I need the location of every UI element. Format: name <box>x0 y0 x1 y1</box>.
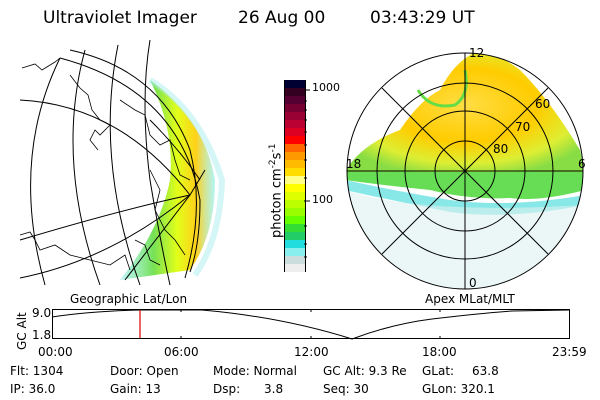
mode-value: Mode: Normal <box>213 364 297 378</box>
time-tick-1200: 12:00 <box>294 345 329 359</box>
image-date: 26 Aug 00 <box>238 8 326 28</box>
colorbar-swatch <box>285 96 305 104</box>
coastlines <box>19 57 191 271</box>
colorbar-tick-100: 100 <box>312 193 333 206</box>
colorbar-swatch <box>285 184 305 192</box>
glat-value: 63.8 <box>472 364 499 378</box>
geographic-map <box>19 40 226 286</box>
colorbar-swatch <box>285 128 305 136</box>
seq-value: Seq: 30 <box>323 382 369 396</box>
graticule <box>19 40 206 286</box>
colorbar-swatch <box>285 176 305 184</box>
colorbar-swatch <box>285 88 305 96</box>
geo-caption: Geographic Lat/Lon <box>70 292 188 306</box>
colorbar-swatch <box>285 152 305 160</box>
colorbar-swatch <box>285 208 305 216</box>
altitude-ylabel: GC Alt <box>15 312 29 350</box>
colorbar-swatch <box>285 168 305 176</box>
mlat-label-80: 80 <box>493 142 509 156</box>
colorbar-swatch <box>285 232 305 240</box>
glon-value: GLon: 320.1 <box>422 382 495 396</box>
unit-sup-cm: -2 <box>268 159 278 169</box>
dsp-value: 3.8 <box>264 382 284 396</box>
dsp-label: Dsp: <box>213 382 241 396</box>
colorbar-swatch <box>285 144 305 152</box>
colorbar-swatch <box>285 224 305 232</box>
unit-s: s <box>269 152 285 160</box>
colorbar-swatch <box>285 264 305 272</box>
unit-text: photon cm <box>269 168 285 238</box>
polar-plot <box>346 52 584 290</box>
time-tick-0600: 06:00 <box>164 345 199 359</box>
colorbar-swatch <box>285 216 305 224</box>
polar-grid <box>346 52 584 290</box>
colorbar-swatch <box>285 240 305 248</box>
colorbar <box>284 80 306 272</box>
ip-value: IP: 36.0 <box>10 382 56 396</box>
mlt-label-0: 0 <box>469 276 477 290</box>
app-title: Ultraviolet Imager <box>43 8 197 28</box>
mlt-label-6: 6 <box>578 157 586 171</box>
colorbar-tick-1000: 1000 <box>312 81 340 94</box>
time-tick-2359: 23:59 <box>552 345 587 359</box>
altitude-timeline <box>52 309 570 340</box>
colorbar-swatch <box>285 136 305 144</box>
altitude-curve <box>52 309 570 340</box>
mlt-label-18: 18 <box>346 157 362 171</box>
polar-caption: Apex MLat/MLT <box>425 292 515 306</box>
colorbar-axis <box>304 89 310 258</box>
glat-label: GLat: <box>422 364 455 378</box>
colorbar-swatch <box>285 200 305 208</box>
gain-value: Gain: 13 <box>110 382 161 396</box>
colorbar-swatch <box>285 248 305 256</box>
door-status: Door: Open <box>110 364 179 378</box>
altitude-ytick-top: 9.0 <box>32 306 52 320</box>
mlat-label-60: 60 <box>535 97 551 111</box>
colorbar-unit-label: photon cm-2s-1 <box>268 144 284 238</box>
colorbar-swatch <box>285 160 305 168</box>
time-tick-0000: 00:00 <box>38 345 73 359</box>
colorbar-swatch <box>285 112 305 120</box>
colorbar-swatch <box>285 104 305 112</box>
altitude-ytick-bottom: 1.8 <box>32 328 52 342</box>
mlat-label-70: 70 <box>515 120 531 134</box>
aurora-oval-geo <box>120 80 215 280</box>
colorbar-swatch <box>285 256 305 264</box>
image-time: 03:43:29 UT <box>370 8 475 28</box>
colorbar-swatch <box>285 120 305 128</box>
flight-number: Flt: 1304 <box>10 364 64 378</box>
mlt-label-12: 12 <box>469 46 485 60</box>
gc-alt-value: GC Alt: 9.3 Re <box>323 364 407 378</box>
colorbar-swatch <box>285 80 305 88</box>
colorbar-swatch <box>285 192 305 200</box>
time-tick-1800: 18:00 <box>422 345 457 359</box>
unit-sup-s: -1 <box>268 143 278 153</box>
